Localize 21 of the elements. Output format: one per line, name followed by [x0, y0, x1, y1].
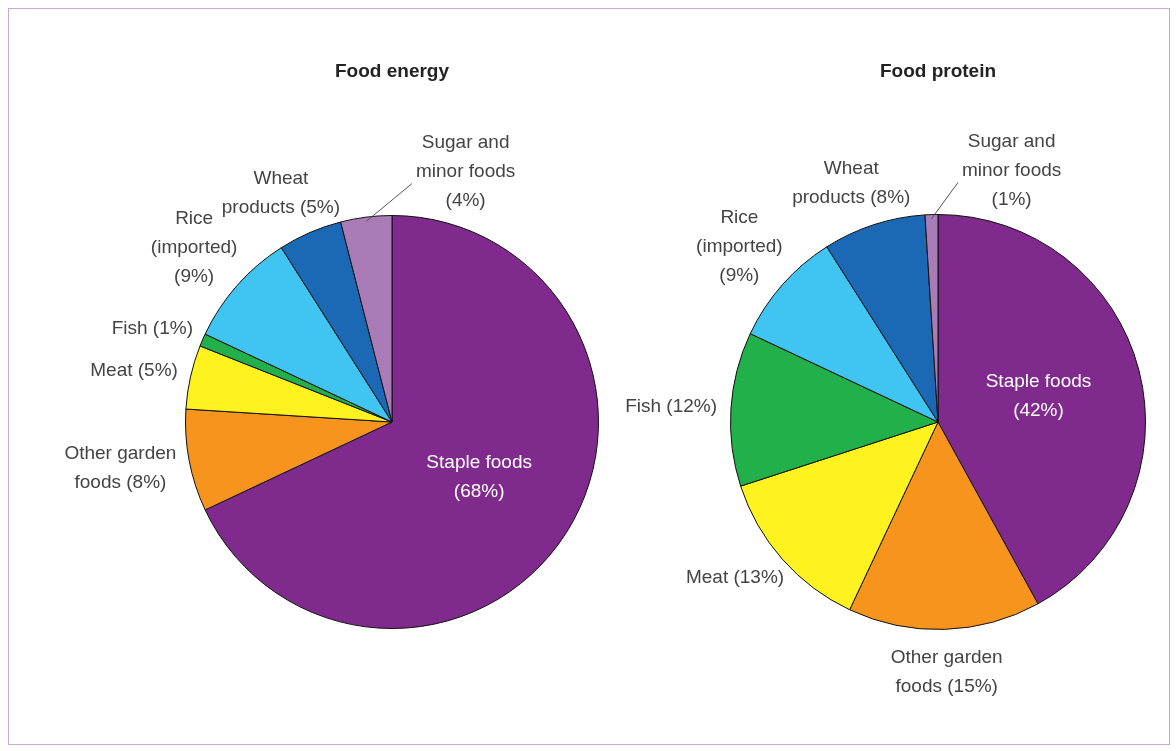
slice-label: Wheat products (8%) [792, 157, 911, 208]
slice-label: Sugar and minor foods [961, 129, 1062, 180]
chart-title: Food protein [879, 60, 997, 82]
slice-label: Wheat products (5%) [221, 166, 341, 217]
data-label: (4%) [445, 188, 486, 210]
data-label: (9%) [719, 263, 760, 285]
slice-label: Staple foods [426, 451, 532, 473]
slice-label: Other garden foods (15%) [890, 646, 1003, 697]
data-label: (9%) [174, 264, 215, 286]
chart-title: Food energy [334, 60, 450, 82]
data-label: (42%) [1013, 398, 1064, 420]
data-label: (68%) [453, 480, 505, 502]
slice-label: Rice (imported) [696, 205, 783, 256]
slice-label: Staple foods [985, 369, 1092, 391]
slice-label: Sugar and minor foods [415, 130, 516, 181]
slice-label: Fish (1%) [111, 316, 193, 338]
slice-label: Fish (12%) [625, 395, 718, 417]
slice-label: Meat (13%) [685, 566, 785, 588]
slice-label: Meat (5%) [90, 358, 178, 380]
data-label: (1%) [991, 187, 1032, 209]
slice-label: Other garden foods (8%) [64, 442, 177, 493]
